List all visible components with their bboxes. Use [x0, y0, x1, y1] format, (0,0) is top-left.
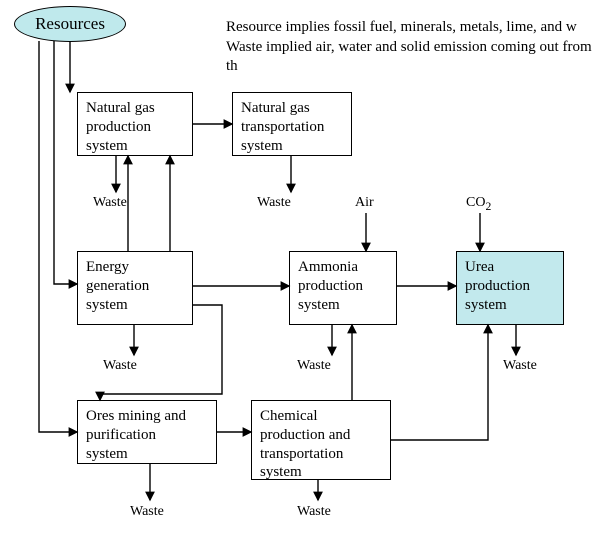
chemical-production-box: Chemical production and transportation s…	[251, 400, 391, 480]
waste-label: Waste	[503, 358, 537, 375]
box-line: transportation	[241, 119, 324, 135]
box-line: purification	[86, 427, 156, 443]
resources-node: Resources	[14, 6, 126, 42]
natural-gas-production-box: Natural gas production system	[77, 92, 193, 156]
natural-gas-transportation-box: Natural gas transportation system	[232, 92, 352, 156]
waste-label: Waste	[130, 504, 164, 521]
box-line: system	[241, 138, 283, 154]
urea-production-box: Urea production system	[456, 251, 564, 325]
ores-mining-box: Ores mining and purification system	[77, 400, 217, 464]
box-line: system	[465, 297, 507, 313]
box-line: Energy	[86, 259, 129, 275]
ammonia-production-box: Ammonia production system	[289, 251, 397, 325]
caption-line2: Waste implied air, water and solid emiss…	[226, 39, 592, 75]
box-line: production	[86, 119, 151, 135]
box-line: Natural gas	[86, 100, 155, 116]
box-line: Chemical	[260, 408, 317, 424]
box-line: system	[86, 297, 128, 313]
box-line: Ores mining and	[86, 408, 186, 424]
air-label: Air	[355, 195, 374, 212]
waste-label: Waste	[93, 195, 127, 212]
box-line: production and	[260, 427, 350, 443]
box-line: Urea	[465, 259, 494, 275]
diagram-canvas: Resources Resource implies fossil fuel, …	[0, 0, 603, 559]
box-line: production	[465, 278, 530, 294]
caption-line1: Resource implies fossil fuel, minerals, …	[226, 19, 577, 35]
waste-label: Waste	[297, 358, 331, 375]
box-line: system	[260, 464, 302, 480]
co2-label: CO2	[466, 195, 491, 214]
caption-text: Resource implies fossil fuel, minerals, …	[226, 18, 603, 77]
resources-label: Resources	[35, 14, 105, 34]
box-line: generation	[86, 278, 149, 294]
box-line: Natural gas	[241, 100, 310, 116]
box-line: system	[86, 138, 128, 154]
box-line: system	[86, 446, 128, 462]
energy-generation-box: Energy generation system	[77, 251, 193, 325]
waste-label: Waste	[297, 504, 331, 521]
box-line: production	[298, 278, 363, 294]
box-line: Ammonia	[298, 259, 358, 275]
box-line: transportation	[260, 446, 343, 462]
waste-label: Waste	[257, 195, 291, 212]
box-line: system	[298, 297, 340, 313]
waste-label: Waste	[103, 358, 137, 375]
